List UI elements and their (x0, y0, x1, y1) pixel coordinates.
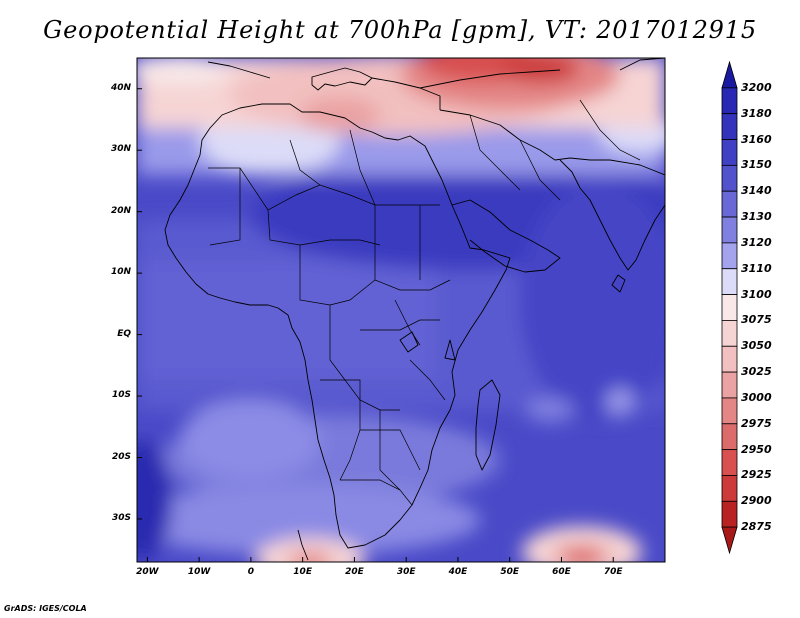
colorbar-level-label: 3025 (741, 365, 772, 379)
colorbar-box (721, 345, 738, 373)
colorbar-box (721, 113, 738, 140)
colorbar-box (721, 87, 738, 115)
x-tick-label: 60E (552, 567, 571, 577)
colorbar-level-label: 3100 (741, 287, 772, 301)
grads-credit: GrADS: IGES/COLA (4, 604, 87, 613)
colorbar-bottom-arrow (721, 526, 738, 555)
x-tick-marks (146, 557, 614, 562)
x-tick-label: 10E (293, 567, 312, 577)
y-tick-marks (137, 88, 142, 520)
colorbar-box (721, 190, 738, 218)
colorbar-box (721, 500, 738, 528)
colorbar-box (721, 397, 738, 425)
x-tick-label: 20W (136, 567, 159, 577)
colorbar-level-label: 2925 (741, 468, 772, 482)
y-tick-label: 20S (111, 451, 131, 462)
x-tick-label: 0 (247, 567, 254, 577)
colorbar-box (721, 216, 738, 244)
colorbar-level-label: 3110 (741, 261, 772, 275)
y-tick-label: 30N (110, 144, 131, 155)
colorbar-level-label: 2950 (741, 442, 772, 456)
y-tick-label: EQ (117, 328, 131, 339)
y-tick-label: 30S (111, 512, 131, 523)
colorbar-box (721, 164, 738, 192)
colorbar-level-label: 3140 (741, 184, 772, 198)
colorbar-level-label: 3000 (741, 390, 772, 404)
x-tick-label: 50E (500, 567, 520, 577)
colorbar-box (721, 475, 738, 502)
y-tick-label: 10N (110, 267, 131, 278)
colorbar-box (721, 320, 738, 347)
colorbar-box (721, 423, 738, 451)
height-field (137, 58, 665, 562)
x-tick-label: 30E (396, 567, 416, 577)
colorbar-level-label: 2875 (741, 520, 772, 534)
x-tick-label: 70E (603, 567, 623, 577)
colorbar-box (721, 268, 738, 295)
colorbar-box (721, 294, 738, 321)
colorbar-box (721, 449, 738, 476)
colorbar-level-label: 2975 (741, 416, 772, 430)
colorbar-level-label: 3150 (741, 158, 772, 172)
plot-frame (136, 57, 666, 563)
colorbar-level-label: 2900 (741, 494, 772, 508)
colorbar-level-label: 3200 (741, 80, 772, 94)
x-tick-label: 40E (448, 567, 468, 577)
y-tick-label: 20N (110, 205, 131, 216)
colorbar-box (721, 139, 738, 166)
colorbar-box (721, 242, 738, 270)
colorbar-top-arrow (721, 60, 738, 89)
map-title: Geopotential Height at 700hPa [gpm], VT:… (43, 16, 757, 44)
colorbar (721, 60, 738, 555)
colorbar-level-label: 3130 (741, 210, 772, 224)
colorbar-level-label: 3075 (741, 313, 772, 327)
colorbar-level-label: 3180 (741, 106, 772, 120)
colorbar-box (721, 371, 738, 399)
y-tick-label: 40N (110, 82, 131, 93)
y-tick-label: 10S (111, 390, 131, 401)
country-borders (208, 99, 641, 506)
x-tick-label: 20E (345, 567, 364, 577)
colorbar-level-label: 3050 (741, 339, 772, 353)
colorbar-level-label: 3120 (741, 235, 772, 249)
x-tick-label: 10W (187, 567, 211, 577)
colorbar-level-label: 3160 (741, 132, 772, 146)
